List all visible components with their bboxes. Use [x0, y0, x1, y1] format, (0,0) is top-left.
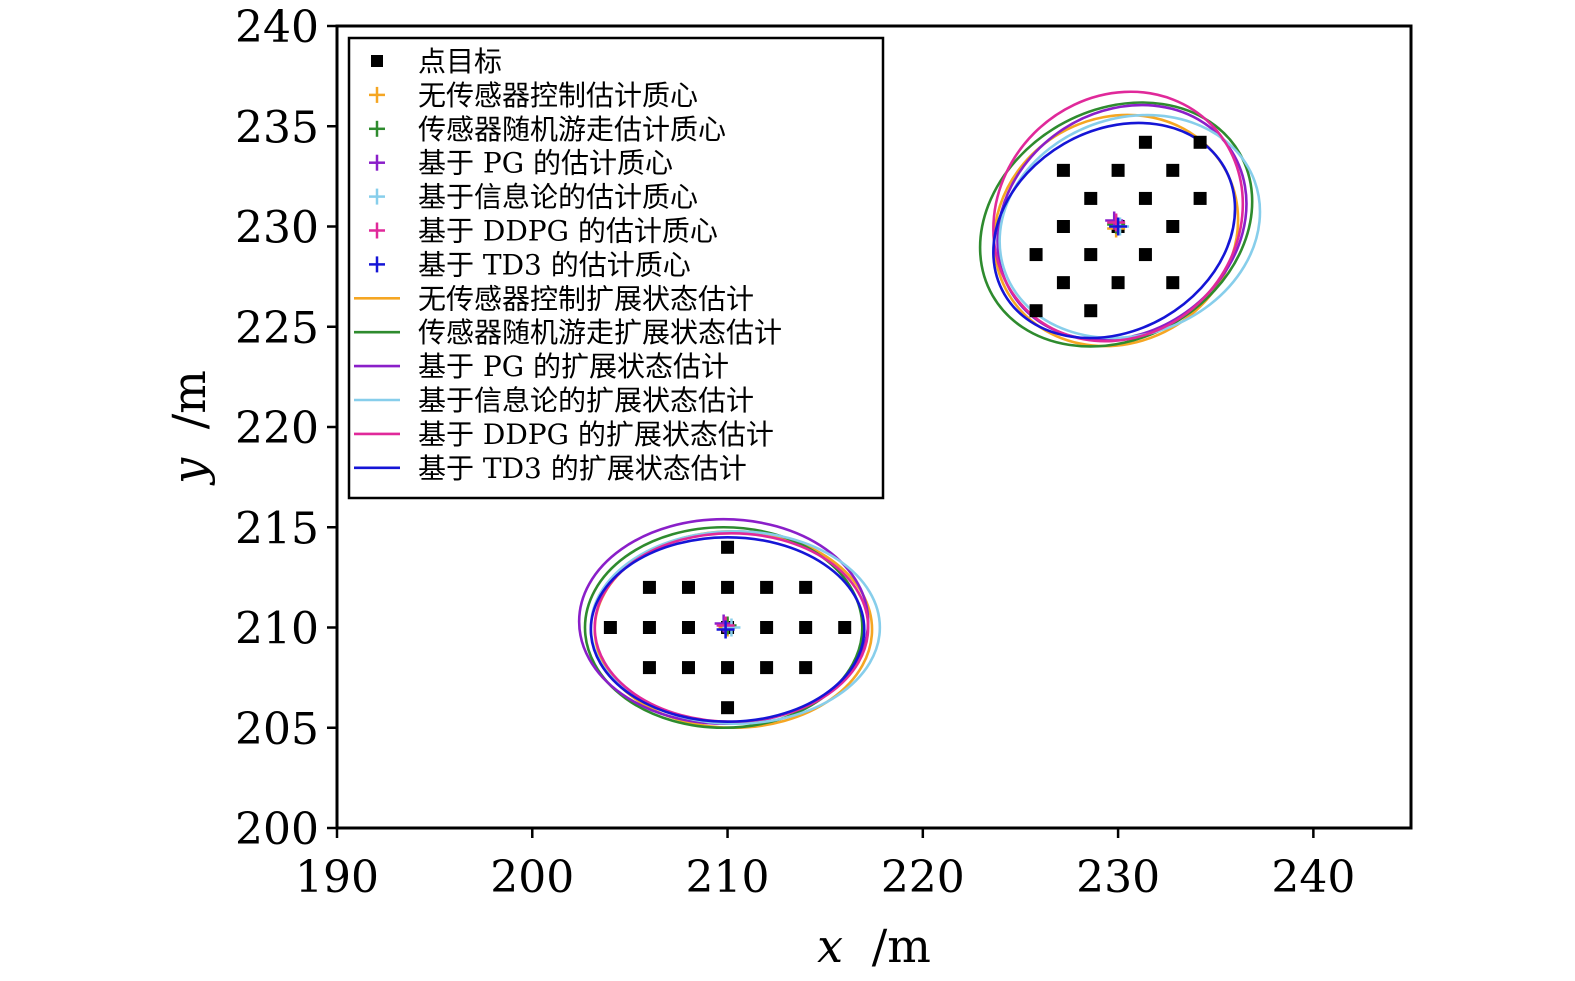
legend-label: 基于 TD3 的扩展状态估计 [418, 452, 747, 485]
legend-swatch-plus [369, 222, 385, 239]
point-target-marker [1056, 220, 1070, 233]
y-axis-unit: /m [162, 370, 216, 429]
point-target-marker [1193, 191, 1207, 205]
x-tick-label: 220 [881, 852, 965, 903]
x-tick-label: 200 [490, 852, 574, 903]
x-tick-label: 230 [1076, 852, 1160, 903]
y-tick-label: 230 [235, 203, 319, 254]
point-target-marker [681, 580, 695, 594]
point-target-marker [799, 621, 813, 634]
y-tick-label: 225 [235, 303, 319, 354]
point-target-marker [1138, 191, 1152, 205]
legend-swatch-plus [369, 86, 385, 103]
y-tick-label: 235 [235, 102, 319, 153]
extended-state-ellipse [583, 525, 864, 730]
point-target-marker [799, 580, 813, 594]
legend-label: 基于 DDPG 的估计质心 [418, 215, 718, 248]
extended-state-ellipse [998, 113, 1262, 340]
plot-marks [577, 90, 1262, 730]
point-target-marker [1111, 163, 1125, 177]
point-target-marker [1138, 248, 1152, 262]
legend-label: 基于 DDPG 的扩展状态估计 [418, 418, 774, 451]
point-target-marker [642, 580, 656, 594]
legend-label: 基于 TD3 的估计质心 [418, 248, 691, 281]
legend-swatch-plus [369, 154, 385, 171]
point-target-marker [1166, 163, 1180, 177]
point-target-marker [603, 621, 617, 634]
point-target-marker [1084, 304, 1098, 318]
point-target-marker [1166, 276, 1180, 290]
point-target-marker [1166, 220, 1180, 233]
x-tick-label: 190 [295, 852, 379, 903]
x-axis-unit: /m [872, 919, 931, 973]
y-tick-label: 200 [235, 804, 319, 855]
point-target-marker [1029, 248, 1043, 262]
point-target-marker [1138, 135, 1152, 149]
point-target-marker [1193, 135, 1207, 149]
point-target-marker [760, 661, 774, 675]
centroid-marker [1107, 213, 1126, 232]
legend-label: 基于 PG 的扩展状态估计 [418, 350, 729, 383]
point-target-marker [1111, 276, 1125, 290]
legend-box [347, 36, 885, 500]
point-target-marker [721, 661, 735, 675]
legend-swatch-plus [369, 120, 385, 137]
x-axis-label: x /m [817, 919, 931, 973]
extended-state-ellipse [992, 90, 1245, 343]
legend-label: 基于信息论的扩展状态估计 [418, 384, 754, 417]
legend-label: 基于 PG 的估计质心 [418, 147, 673, 180]
y-axis-variable: y [162, 457, 216, 486]
point-target-marker [1056, 276, 1070, 290]
y-tick-label: 205 [235, 704, 319, 755]
legend-label: 无传感器控制估计质心 [418, 79, 698, 112]
legend-label: 传感器随机游走扩展状态估计 [418, 316, 782, 349]
point-target-marker [1029, 304, 1043, 318]
legend-label: 基于信息论的估计质心 [418, 181, 698, 214]
point-target-marker [642, 621, 656, 634]
point-target-marker [1084, 248, 1098, 262]
point-target-marker [642, 661, 656, 675]
point-target-marker [838, 621, 852, 634]
legend-swatch-plus [369, 188, 385, 205]
legend-label: 点目标 [418, 45, 502, 78]
centroid-marker [1109, 217, 1128, 236]
point-target-marker [1084, 191, 1098, 205]
axis-ticks: 190 200 210 220 230 2402002052102152202252302… [235, 2, 1355, 903]
legend-label: 传感器随机游走估计质心 [418, 113, 726, 146]
point-target-marker [760, 621, 774, 634]
extended-state-ellipse [992, 121, 1237, 340]
legend-label: 无传感器控制扩展状态估计 [418, 282, 754, 315]
point-target-marker [681, 621, 695, 634]
point-target-marker [721, 580, 735, 594]
x-tick-label: 240 [1271, 852, 1355, 903]
centroid-marker [716, 620, 735, 639]
x-axis-variable: x [817, 919, 843, 973]
point-target-marker [681, 661, 695, 675]
y-tick-label: 240 [235, 2, 319, 53]
point-target-marker [1056, 163, 1070, 177]
point-target-marker [799, 661, 813, 675]
extended-state-ellipse [589, 535, 866, 724]
x-tick-label: 210 [686, 852, 770, 903]
y-tick-label: 210 [235, 604, 319, 655]
legend-swatch-square [371, 55, 383, 67]
legend-swatch-plus [369, 256, 385, 273]
y-tick-label: 215 [235, 503, 319, 554]
point-target-marker [721, 540, 735, 554]
y-axis-label: y /m [162, 370, 216, 486]
point-target-marker [760, 580, 774, 594]
y-tick-label: 220 [235, 403, 319, 454]
point-target-marker [721, 701, 735, 715]
